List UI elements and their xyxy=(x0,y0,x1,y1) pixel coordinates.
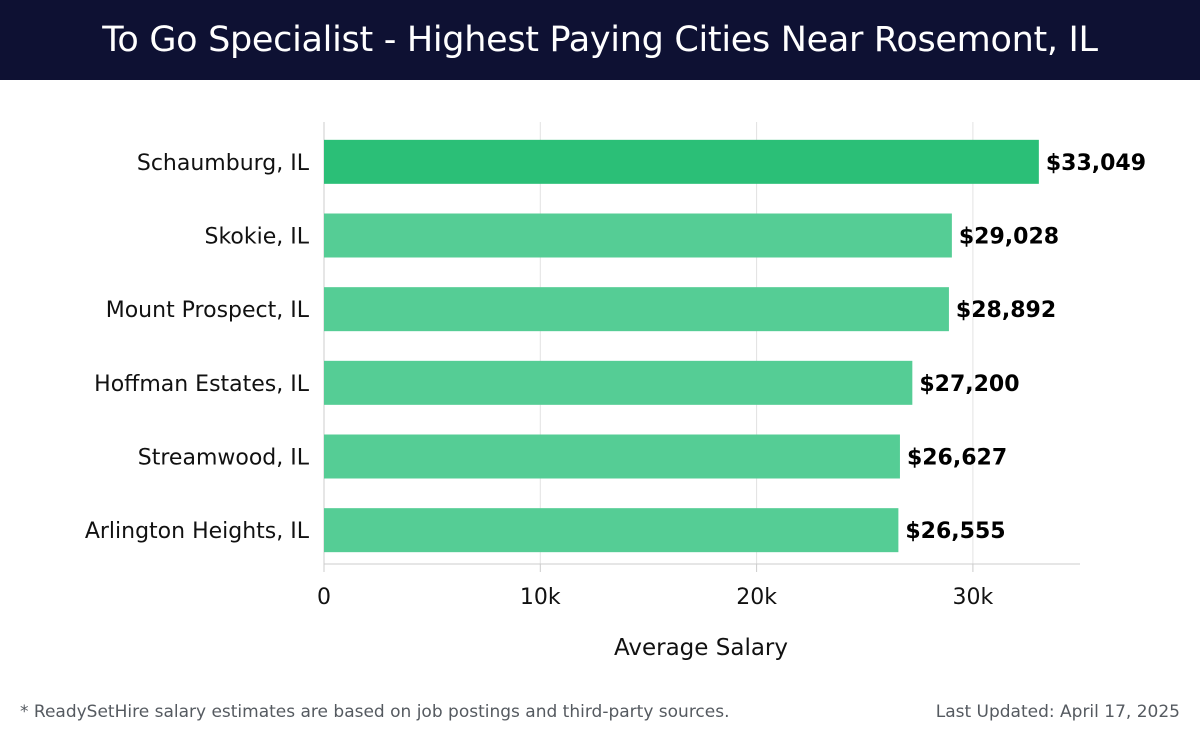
category-label: Schaumburg, IL xyxy=(137,151,310,176)
gridlines xyxy=(324,122,1080,572)
bar xyxy=(324,435,900,479)
data-label: $26,555 xyxy=(905,519,1005,544)
data-label: $28,892 xyxy=(956,298,1056,323)
x-tick-label: 10k xyxy=(520,585,561,610)
bar xyxy=(324,361,912,405)
data-label: $26,627 xyxy=(907,446,1007,471)
category-label: Arlington Heights, IL xyxy=(85,519,310,544)
bar-chart: 0 10k 20k 30k Schaumburg, IL $33,049 Skokie, I… xyxy=(0,80,1200,680)
bar xyxy=(324,287,949,331)
bars xyxy=(324,140,1039,552)
x-tick-label: 0 xyxy=(317,585,331,610)
data-label: $33,049 xyxy=(1046,151,1146,176)
x-tick-label: 20k xyxy=(736,585,777,610)
category-label: Skokie, IL xyxy=(205,225,310,250)
category-label: Streamwood, IL xyxy=(138,446,310,471)
bar xyxy=(324,140,1039,184)
category-label: Hoffman Estates, IL xyxy=(94,372,310,397)
last-updated: Last Updated: April 17, 2025 xyxy=(936,702,1180,722)
category-label: Mount Prospect, IL xyxy=(106,298,310,323)
x-tick-label: 30k xyxy=(953,585,994,610)
bar xyxy=(324,508,898,552)
bar xyxy=(324,214,952,258)
data-label: $27,200 xyxy=(919,372,1019,397)
data-label: $29,028 xyxy=(959,225,1059,250)
x-axis-title: Average Salary xyxy=(614,635,788,661)
footer-note: * ReadySetHire salary estimates are base… xyxy=(20,702,730,722)
chart-title: To Go Specialist - Highest Paying Cities… xyxy=(102,20,1098,60)
chart-header: To Go Specialist - Highest Paying Cities… xyxy=(0,0,1200,80)
